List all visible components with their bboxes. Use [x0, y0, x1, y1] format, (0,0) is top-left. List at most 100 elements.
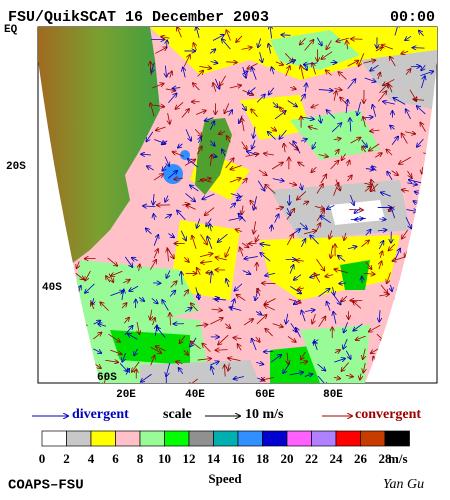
wind-arrow	[192, 236, 197, 249]
wind-arrow	[333, 377, 340, 378]
wind-arrow	[234, 376, 244, 379]
wind-arrow	[363, 273, 375, 274]
wind-arrow	[283, 362, 291, 373]
wind-arrow	[178, 144, 183, 148]
wind-arrow	[379, 310, 380, 322]
wind-arrow	[417, 106, 426, 115]
wind-arrow	[98, 324, 107, 326]
wind-arrow	[296, 260, 304, 261]
wind-arrow	[209, 49, 215, 54]
wind-arrow	[150, 62, 151, 76]
wind-arrow	[269, 87, 275, 95]
wind-arrow	[271, 162, 283, 170]
wind-arrow	[185, 129, 191, 141]
wind-arrow	[404, 132, 415, 134]
wind-arrow	[270, 127, 276, 130]
wind-arrow	[318, 154, 328, 156]
wind-arrow	[405, 216, 411, 228]
wind-arrow	[391, 170, 398, 176]
wind-arrow	[402, 190, 409, 191]
wind-arrow	[350, 138, 361, 144]
wind-arrow	[363, 60, 375, 64]
wind-arrow	[150, 346, 161, 353]
wind-arrow	[204, 118, 214, 121]
wind-arrow	[255, 311, 261, 314]
wind-arrow	[317, 363, 326, 371]
wind-arrow	[312, 313, 316, 324]
wind-arrow	[262, 378, 274, 381]
wind-arrow	[331, 245, 333, 258]
wind-arrow	[151, 62, 155, 73]
wind-arrow	[274, 214, 279, 223]
wind-arrow	[379, 261, 382, 270]
wind-arrow	[146, 228, 152, 235]
wind-arrow	[305, 310, 315, 312]
wind-arrow	[129, 285, 139, 291]
wind-arrow	[338, 256, 346, 262]
wind-arrow	[335, 150, 339, 155]
wind-arrow	[105, 360, 118, 362]
wind-arrow	[166, 40, 167, 49]
wind-arrow	[132, 361, 140, 372]
wind-arrow	[196, 110, 206, 115]
wind-arrow	[286, 209, 294, 220]
wind-arrow	[318, 90, 333, 91]
wind-arrow	[333, 312, 336, 324]
wind-arrow	[254, 221, 256, 233]
wind-arrow	[372, 166, 377, 172]
wind-arrow	[202, 343, 211, 353]
wind-arrow	[222, 149, 225, 157]
wind-arrow	[422, 167, 423, 173]
wind-arrow	[289, 265, 294, 274]
wind-arrow	[378, 241, 383, 250]
wind-arrow	[371, 180, 376, 192]
wind-arrow	[141, 154, 151, 155]
wind-arrow	[344, 322, 348, 332]
wind-arrow	[205, 207, 215, 216]
colorbar-swatch	[237, 430, 263, 447]
wind-arrow	[379, 83, 388, 94]
wind-arrow	[301, 65, 304, 79]
wind-arrow	[365, 230, 371, 236]
wind-arrow	[176, 361, 183, 363]
colorbar-swatch	[139, 430, 165, 447]
wind-arrow	[150, 355, 155, 366]
wind-arrow	[289, 372, 303, 375]
wind-arrow	[154, 214, 155, 220]
wind-arrow	[360, 373, 361, 380]
wind-arrow	[401, 51, 409, 53]
colorbar-tick: 20	[281, 451, 294, 466]
wind-arrow	[305, 83, 306, 92]
wind-arrow	[275, 62, 283, 65]
wind-arrow	[314, 206, 324, 208]
wind-arrow	[290, 87, 296, 89]
wind-arrow	[300, 94, 305, 102]
wind-arrow	[218, 334, 229, 345]
wind-arrow	[265, 273, 276, 275]
footer-left: COAPS–FSU	[8, 478, 84, 494]
wind-arrow	[342, 295, 348, 302]
scale-label: scale	[163, 407, 192, 422]
wind-arrow	[167, 171, 177, 179]
wind-arrow	[241, 242, 248, 247]
wind-arrow	[304, 374, 313, 376]
wind-arrow	[327, 302, 331, 311]
wind-arrow	[185, 193, 195, 201]
wind-arrow	[128, 334, 138, 340]
wind-arrow	[380, 284, 388, 293]
wind-arrow	[361, 240, 369, 247]
wind-arrow	[215, 350, 228, 351]
wind-arrow	[390, 57, 396, 67]
wind-arrow	[257, 289, 260, 296]
wind-arrow	[256, 315, 267, 325]
wind-arrow	[153, 318, 155, 326]
wind-arrow	[197, 268, 201, 275]
wind-arrow	[121, 303, 127, 309]
wind-arrow	[240, 247, 244, 257]
wind-arrow	[181, 109, 189, 118]
wind-arrow	[301, 117, 314, 119]
colorbar-swatch	[384, 430, 410, 447]
wind-arrow	[254, 196, 257, 210]
wind-arrow	[387, 272, 391, 284]
wind-arrow	[316, 37, 322, 46]
